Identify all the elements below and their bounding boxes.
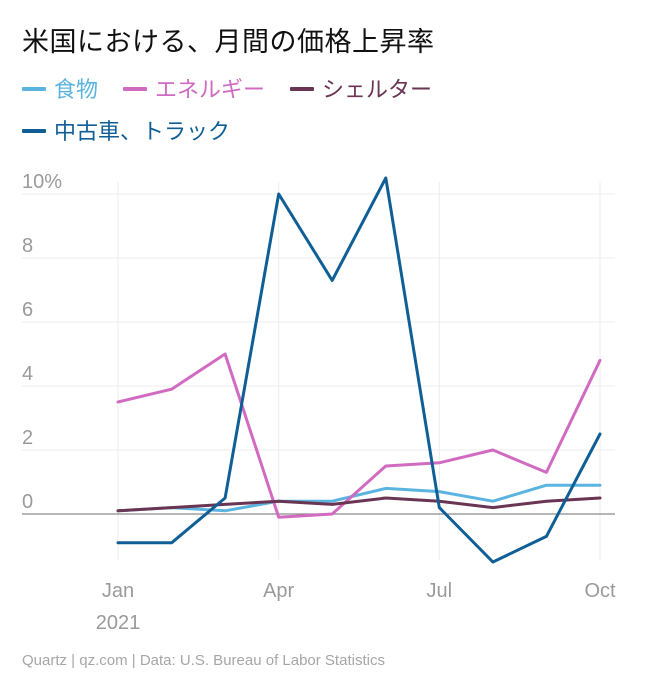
- x-tick-label-oct: Oct: [584, 580, 616, 602]
- chart-title: 米国における、月間の価格上昇率: [22, 27, 435, 58]
- x-tick-label-apr: Apr: [263, 580, 294, 602]
- y-tick-label-2: 2: [22, 427, 33, 449]
- y-tick-label-4: 4: [22, 363, 33, 385]
- legend-swatch-energy: [123, 87, 148, 91]
- y-tick-label-10: 10%: [22, 171, 62, 193]
- legend-label-food: 食物: [54, 78, 99, 103]
- x-tick-label-jul: Jul: [427, 580, 453, 602]
- legend-row-1: 食物 エネルギー シェルター: [22, 72, 622, 104]
- y-tick-label-6: 6: [22, 299, 33, 321]
- legend-row-2: 中古車、トラック: [22, 114, 622, 146]
- y-tick-label-0: 0: [22, 491, 33, 513]
- legend-swatch-used-cars: [22, 129, 46, 133]
- legend-item-food: 食物: [22, 72, 98, 104]
- legend-swatch-food: [22, 87, 46, 91]
- legend-item-shelter: シェルター: [290, 72, 432, 104]
- legend-item-used-cars: 中古車、トラック: [22, 114, 230, 146]
- series-line-used-cars: [116, 176, 602, 564]
- x-tick-label-jan: Jan: [102, 580, 134, 602]
- x-tick-year-label: 2021: [96, 612, 141, 634]
- series-line-food: [116, 483, 602, 513]
- series-line-energy: [116, 352, 602, 519]
- legend-swatch-shelter: [290, 87, 315, 91]
- y-tick-label-8: 8: [22, 235, 33, 257]
- series-line-shelter: [116, 496, 602, 513]
- legend-label-used-cars: 中古車、トラック: [54, 120, 231, 145]
- source-note: Quartz | qz.com | Data: U.S. Bureau of L…: [22, 652, 385, 669]
- legend-label-energy: エネルギー: [155, 78, 266, 103]
- legend-label-shelter: シェルター: [322, 78, 433, 103]
- legend-item-energy: エネルギー: [123, 72, 265, 104]
